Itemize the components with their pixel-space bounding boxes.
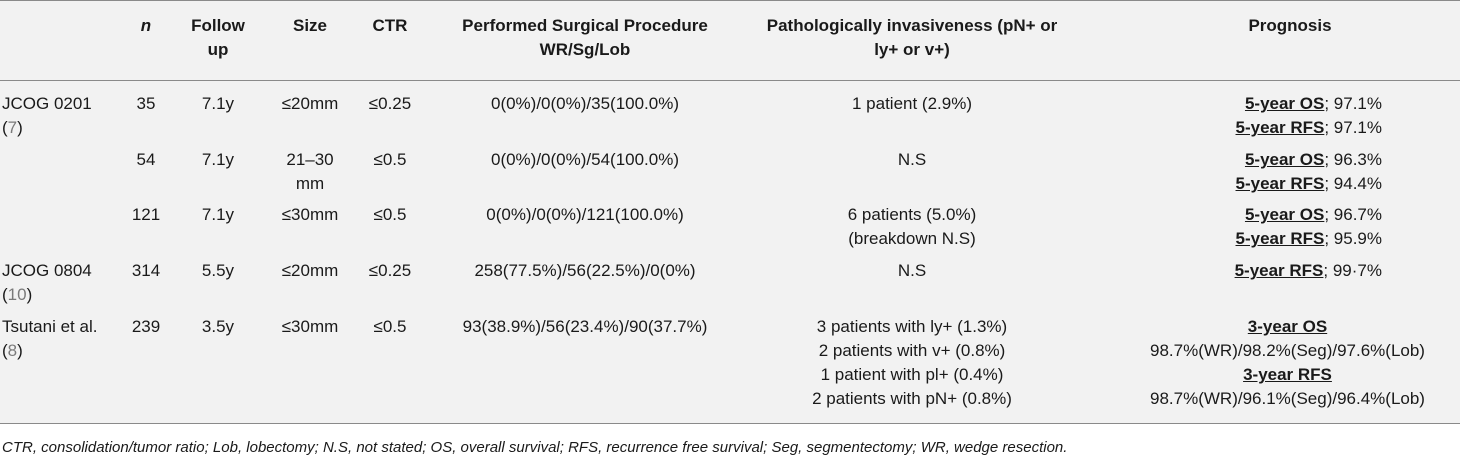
header-follow-up: Follow up xyxy=(191,16,245,59)
follow-up-value: 7.1y xyxy=(201,205,235,224)
study-name: Tsutani et al. (8) xyxy=(2,317,98,360)
follow-up-value: 7.1y xyxy=(201,94,235,113)
follow-up-value: 7.1y xyxy=(201,150,235,169)
procedure-value: 258(77.5%)/56(22.5%)/0(0%) xyxy=(474,261,696,280)
ctr-value: ≤0.5 xyxy=(373,317,407,336)
invasiveness-value: 1 patient (2.9%) xyxy=(851,94,972,113)
follow-up-value: 5.5y xyxy=(201,261,235,280)
n-value: 239 xyxy=(131,317,161,336)
study-name: JCOG 0201 (7) xyxy=(2,94,92,137)
size-value: ≤30mm xyxy=(281,205,339,224)
bottom-rule xyxy=(0,423,1460,424)
study-name: JCOG 0804 (10) xyxy=(2,261,92,304)
header-prognosis: Prognosis xyxy=(1248,16,1332,35)
header-n: n xyxy=(140,16,152,35)
prognosis-value: 5-year OS; 96.3% 5-year RFS; 94.4% xyxy=(1235,150,1382,193)
procedure-value: 0(0%)/0(0%)/54(100.0%) xyxy=(490,150,680,169)
procedure-value: 0(0%)/0(0%)/121(100.0%) xyxy=(486,205,684,224)
header-procedure: Performed Surgical Procedure WR/Sg/Lob xyxy=(462,16,708,59)
size-value: ≤20mm xyxy=(281,94,339,113)
ctr-value: ≤0.5 xyxy=(373,150,407,169)
n-value: 54 xyxy=(136,150,156,169)
header-ctr: CTR xyxy=(372,16,408,35)
prognosis-value: 5-year OS; 96.7% 5-year RFS; 95.9% xyxy=(1235,205,1382,248)
header-invasiveness: Pathologically invasiveness (pN+ or ly+ o… xyxy=(766,16,1058,59)
size-value: 21–30 mm xyxy=(286,150,334,193)
prognosis-value: 5-year RFS; 99·7% xyxy=(1234,261,1382,280)
table-background xyxy=(0,0,1460,423)
invasiveness-value: 3 patients with ly+ (1.3%) 2 patients wi… xyxy=(812,317,1012,408)
header-size: Size xyxy=(292,16,328,35)
invasiveness-value: N.S xyxy=(897,261,927,280)
n-value: 35 xyxy=(136,94,156,113)
ctr-value: ≤0.5 xyxy=(373,205,407,224)
top-rule xyxy=(0,0,1460,1)
table-footnote: CTR, consolidation/tumor ratio; Lob, lob… xyxy=(2,439,1068,456)
n-value: 121 xyxy=(131,205,161,224)
size-value: ≤20mm xyxy=(281,261,339,280)
follow-up-value: 3.5y xyxy=(201,317,235,336)
ctr-value: ≤0.25 xyxy=(368,94,412,113)
invasiveness-value: 6 patients (5.0%) (breakdown N.S) xyxy=(847,205,977,248)
n-value: 314 xyxy=(131,261,161,280)
size-value: ≤30mm xyxy=(281,317,339,336)
procedure-value: 0(0%)/0(0%)/35(100.0%) xyxy=(490,94,680,113)
procedure-value: 93(38.9%)/56(23.4%)/90(37.7%) xyxy=(462,317,708,336)
invasiveness-value: N.S xyxy=(897,150,927,169)
ctr-value: ≤0.25 xyxy=(368,261,412,280)
header-rule xyxy=(0,80,1460,81)
prognosis-value: 3-year OS 98.7%(WR)/98.2%(Seg)/97.6%(Lob… xyxy=(1150,317,1425,408)
prognosis-value: 5-year OS; 97.1% 5-year RFS; 97.1% xyxy=(1235,94,1382,137)
